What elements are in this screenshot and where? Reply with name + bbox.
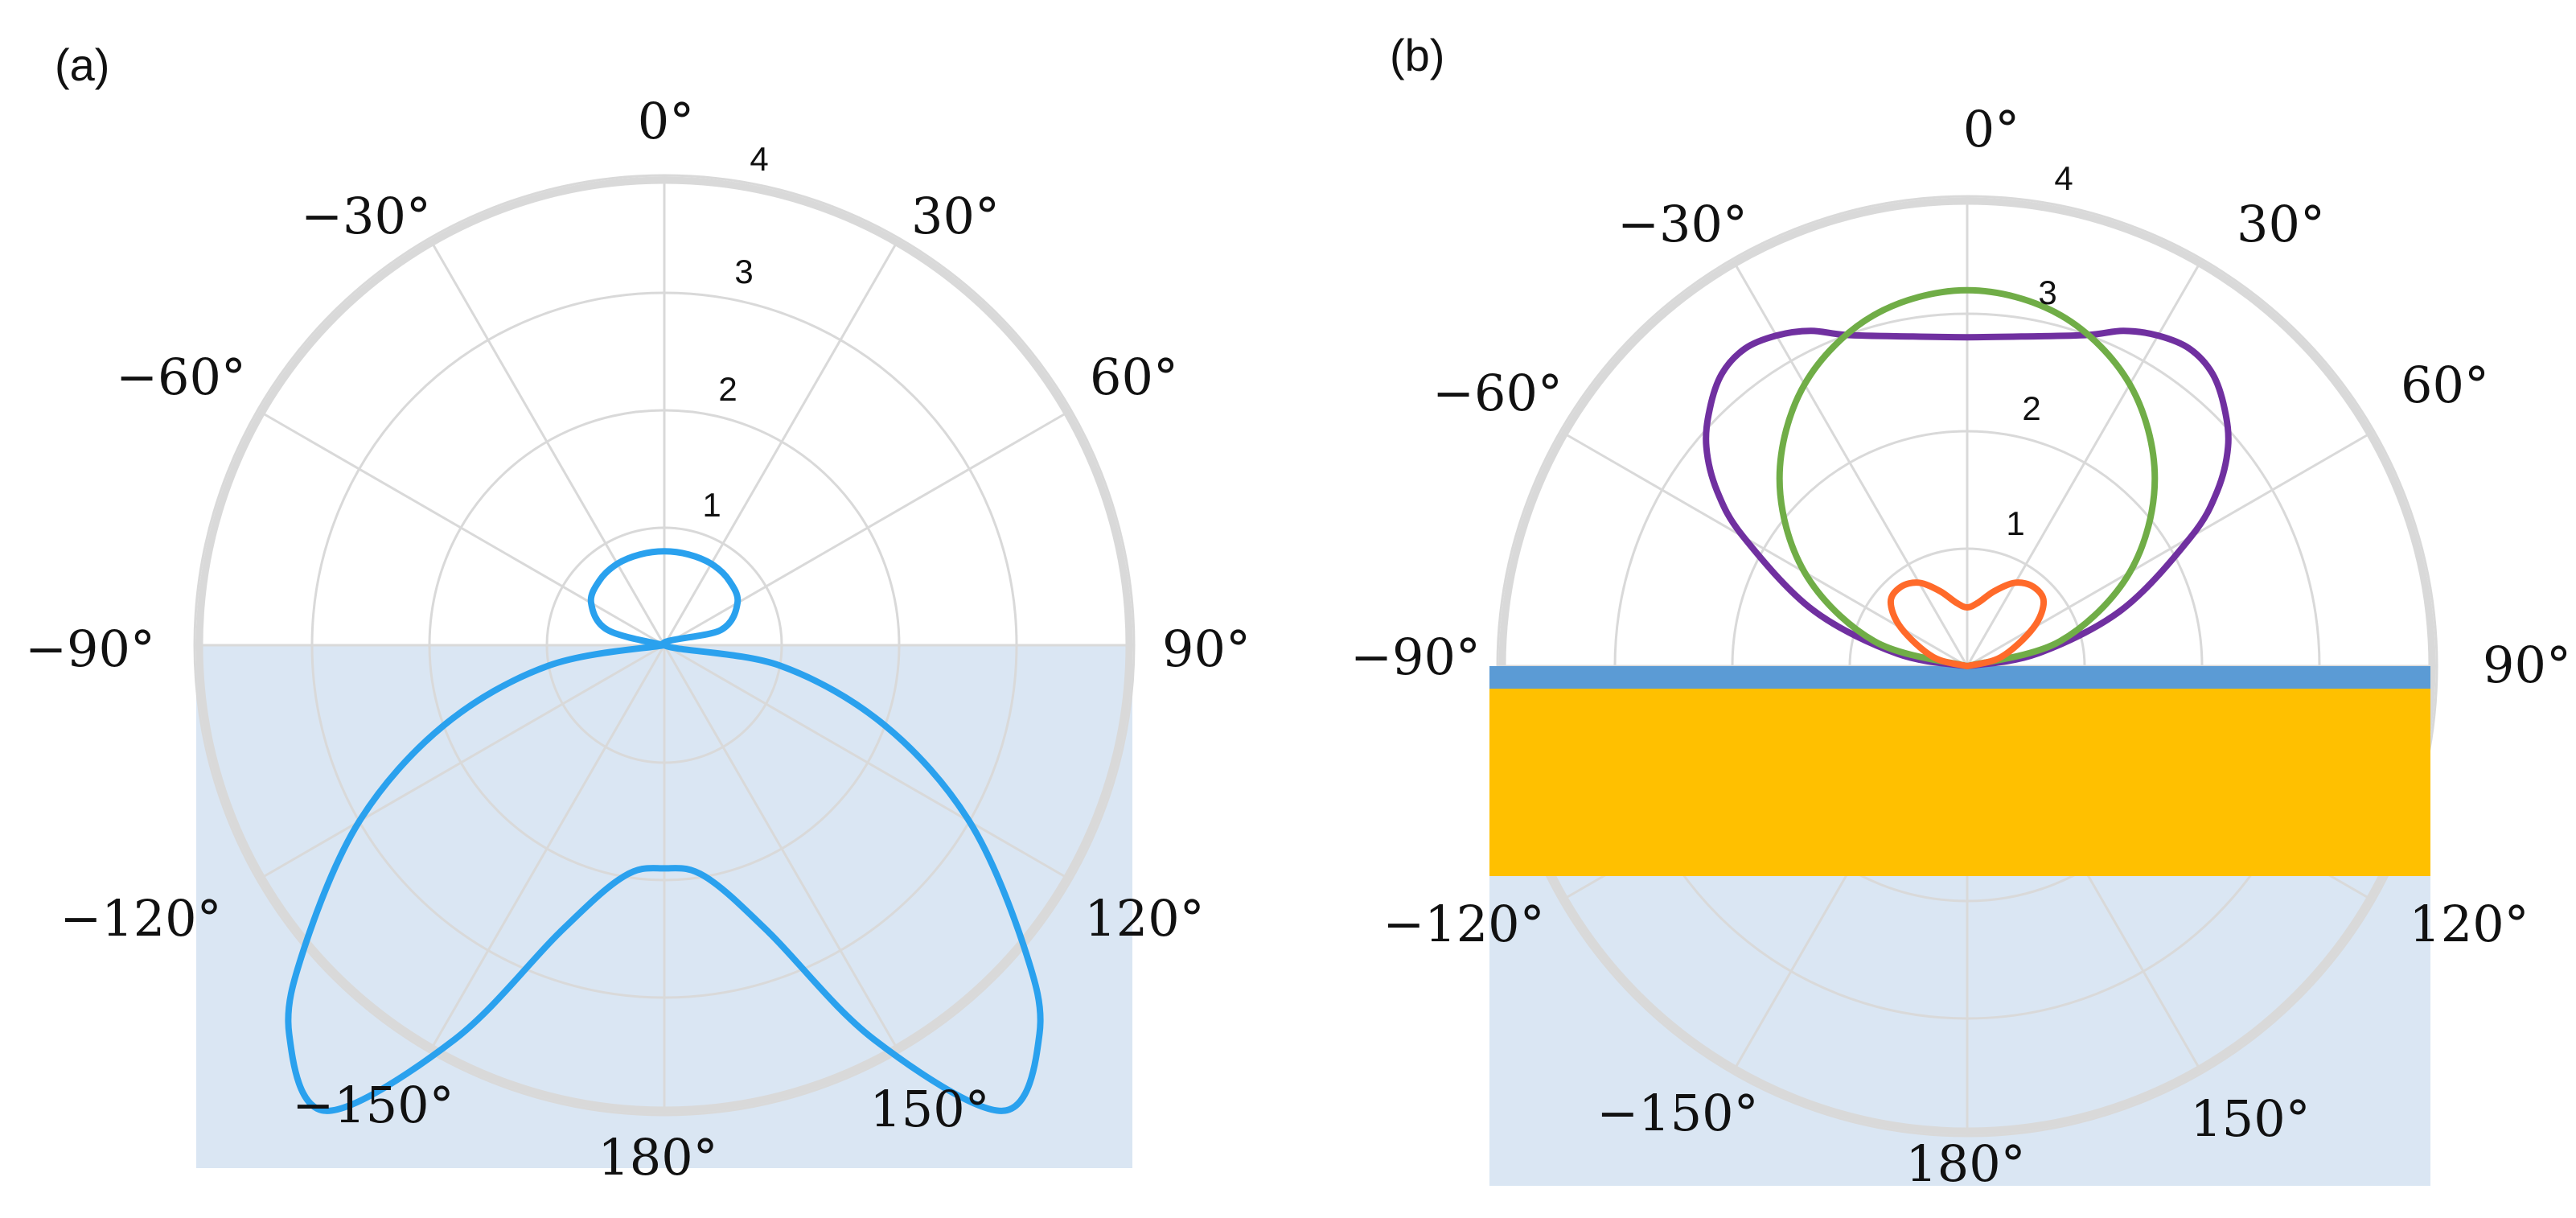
panel-a-spoke-210: [430, 644, 666, 1049]
panel-a-angle-0: 0°: [638, 92, 694, 150]
panel-b-angle-labels: 0° 30° 60° 90° 120° 150° 180° −150° −120…: [1350, 100, 2571, 1193]
panel-a-angle-150: 150°: [869, 1080, 989, 1138]
panel-b-series-green: [1776, 286, 2159, 669]
panel-a-spoke-300: [261, 411, 665, 647]
panel-a-angle-neg90: −90°: [25, 619, 155, 678]
panel-a-ring-2: [428, 409, 901, 882]
panel-b-angle-150: 150°: [2190, 1089, 2310, 1148]
panel-a-spoke-120: [664, 644, 1068, 879]
panel-a-spoke-150: [663, 644, 898, 1049]
panel-a-radial-1: 1: [702, 486, 721, 524]
panel-a-ring-1: [545, 526, 783, 764]
panel-b-angle-neg90: −90°: [1350, 628, 1481, 686]
panel-a-angle-90: 90°: [1162, 619, 1251, 678]
panel-a-spoke-30: [663, 241, 898, 646]
panel-b-radial-2: 2: [2022, 389, 2040, 427]
panel-a-series-radiation-pattern: [285, 548, 1044, 1114]
panel-a-angle-neg60: −60°: [116, 348, 246, 406]
panel-b-curves: [1703, 286, 2232, 669]
panel-a-angle-180: 180°: [598, 1128, 717, 1187]
panel-a-ring-4: [193, 174, 1136, 1117]
panel-a-radial-2: 2: [718, 370, 737, 408]
panel-a-angle-120: 120°: [1084, 889, 1204, 948]
panel-a-spoke-60: [664, 411, 1068, 647]
panel-b-spoke-330: [1733, 262, 1969, 667]
panel-a-curves: [285, 548, 1044, 1114]
panel-b-angle-120: 120°: [2409, 895, 2529, 953]
panel-a-outer-ring: [195, 176, 1133, 1114]
panel-b-angle-neg30: −30°: [1617, 195, 1748, 253]
panel-b-angle-0: 0°: [1963, 100, 2019, 158]
panel-b-angle-neg120: −120°: [1382, 895, 1544, 953]
panel-b-label: (b): [1390, 30, 1444, 80]
panel-b-series-orange: [1887, 579, 2048, 669]
panel-b-angle-90: 90°: [2483, 636, 2571, 694]
panel-b-angle-neg150: −150°: [1596, 1084, 1758, 1142]
panel-a-ring-3: [310, 291, 1018, 999]
panel-b-series-purple: [1703, 327, 2232, 669]
panel-a-label: (a): [55, 39, 109, 90]
panel-a-angle-60: 60°: [1090, 348, 1178, 406]
panel-b-angle-60: 60°: [2401, 356, 2489, 414]
panel-b-substrate: [1489, 689, 2430, 876]
panel-a-angle-neg120: −120°: [60, 889, 221, 948]
panel-a-angle-neg30: −30°: [301, 187, 431, 245]
panel-b-angle-neg60: −60°: [1432, 364, 1563, 422]
panel-a: 0° 30° 60° 90° 120° 150° 180° −150° −120…: [25, 39, 1251, 1187]
panel-b-angle-30: 30°: [2237, 195, 2325, 253]
panel-a-angle-labels: 0° 30° 60° 90° 120° 150° 180° −150° −120…: [25, 92, 1251, 1187]
panel-a-radial-4: 4: [750, 140, 768, 178]
panel-a-radial-labels: 1 2 3 4: [702, 140, 768, 524]
panel-b-radial-4: 4: [2054, 159, 2073, 197]
panel-b-thin-layer: [1489, 666, 2430, 689]
panel-b: 0° 30° 60° 90° 120° 150° 180° −150° −120…: [1350, 30, 2571, 1193]
panel-a-spoke-330: [430, 241, 666, 646]
panel-b-angle-180: 180°: [1905, 1134, 2025, 1193]
panel-a-spoke-240: [261, 644, 665, 879]
panel-a-angle-30: 30°: [911, 187, 1000, 245]
panel-b-radial-3: 3: [2038, 274, 2056, 311]
panel-a-angle-neg150: −150°: [292, 1076, 454, 1134]
panel-b-radial-1: 1: [2006, 504, 2024, 542]
panel-b-radial-labels: 1 2 3 4: [2006, 159, 2073, 542]
panel-a-radial-3: 3: [734, 253, 753, 290]
panel-b-spoke-30: [1966, 262, 2201, 667]
panel-a-grid: [193, 174, 1136, 1117]
